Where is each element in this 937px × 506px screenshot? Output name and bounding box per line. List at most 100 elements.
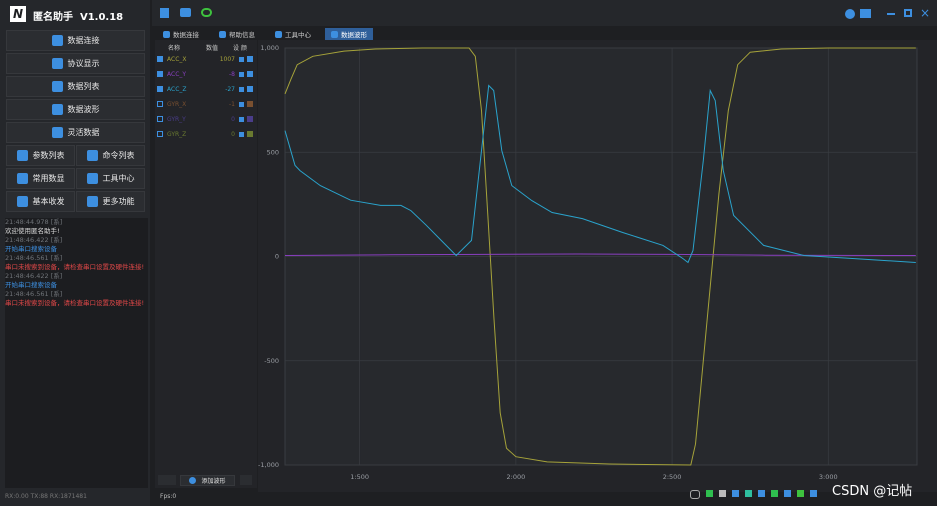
menu-label: 灵活数据 [67, 128, 100, 137]
channel-color[interactable] [247, 131, 253, 137]
menu-button[interactable]: 常用数显 [6, 168, 75, 189]
channel-name: GYR_Z [167, 130, 187, 138]
toolbar-icon[interactable] [201, 8, 212, 17]
toolbar-icon[interactable] [160, 8, 169, 18]
menu-button[interactable]: 数据波形 [6, 99, 145, 120]
add-wave-button[interactable]: 添加波形 [180, 475, 235, 486]
delete-button[interactable] [240, 475, 252, 485]
tool[interactable] [745, 490, 752, 497]
help-icon[interactable] [845, 9, 855, 19]
channel-name: GYR_Y [167, 115, 186, 123]
channel-checkbox[interactable] [157, 101, 163, 107]
menu-icon [16, 196, 28, 207]
screen-icon[interactable] [860, 9, 871, 18]
tab[interactable]: 数据波形 [325, 28, 373, 40]
menu-label: 命令列表 [102, 151, 135, 160]
menu-button[interactable]: 灵活数据 [6, 122, 145, 143]
channel-name: ACC_Y [167, 70, 187, 78]
tab[interactable]: 工具中心 [269, 28, 317, 40]
tab[interactable]: 数据连接 [157, 28, 205, 40]
channel-name: ACC_Z [167, 85, 187, 93]
menu-icon [51, 104, 63, 115]
menu-label: 协议显示 [67, 59, 100, 68]
menu-label: 更多功能 [102, 197, 135, 206]
channel-checkbox[interactable] [157, 86, 163, 92]
x-tick-label: 2:000 [507, 473, 526, 481]
channel-value: 0 [231, 130, 235, 138]
log-line: 欢迎使用匿名助手! [5, 227, 60, 235]
plot-tools [690, 490, 870, 502]
tool[interactable] [758, 490, 765, 497]
channel-setting[interactable] [239, 101, 244, 107]
log-line: 开始串口搜索设备 [5, 245, 57, 253]
channel-row: ACC_Z -27 [157, 84, 257, 94]
channel-row: ACC_Y -8 [157, 69, 257, 79]
tool[interactable] [706, 490, 713, 497]
x-tick-label: 2:500 [663, 473, 682, 481]
channel-setting[interactable] [239, 116, 244, 122]
menu-icon [16, 150, 28, 161]
channel-setting[interactable] [239, 131, 244, 137]
channel-row: GYR_Z 0 [157, 129, 257, 139]
menu-icon [86, 196, 98, 207]
channel-checkbox[interactable] [157, 71, 163, 77]
tool[interactable] [719, 490, 726, 497]
logo: N [10, 6, 26, 22]
menu-button[interactable]: 工具中心 [76, 168, 145, 189]
tool[interactable] [690, 490, 700, 499]
channel-value: -27 [225, 85, 235, 93]
toolbar-icon[interactable] [180, 8, 191, 17]
menu-button[interactable]: 参数列表 [6, 145, 75, 166]
menu-label: 参数列表 [32, 151, 65, 160]
tab[interactable]: 帮助信息 [213, 28, 261, 40]
log-line: 21:48:46.561 [系] [5, 290, 63, 298]
menu-label: 工具中心 [102, 174, 135, 183]
menu-icon [51, 127, 63, 138]
channel-setting[interactable] [239, 71, 244, 77]
tool[interactable] [784, 490, 791, 497]
menu-button[interactable]: 基本收发 [6, 191, 75, 212]
channel-setting[interactable] [239, 86, 244, 92]
tab-icon [275, 30, 282, 38]
menu-button[interactable]: 命令列表 [76, 145, 145, 166]
close[interactable]: × [920, 6, 931, 20]
channel-value: -8 [229, 70, 235, 78]
channel-color[interactable] [247, 116, 253, 122]
eye-button[interactable] [158, 475, 176, 485]
menu-button[interactable]: 数据列表 [6, 76, 145, 97]
maximize[interactable] [904, 9, 912, 17]
channel-row: GYR_Y 0 [157, 114, 257, 124]
menu-icon [51, 58, 63, 69]
channel-checkbox[interactable] [157, 56, 163, 62]
channel-checkbox[interactable] [157, 116, 163, 122]
tab-label: 数据连接 [173, 31, 199, 39]
channel-color[interactable] [247, 71, 253, 77]
tool[interactable] [797, 490, 804, 497]
channel-color[interactable] [247, 101, 253, 107]
menu-icon [16, 173, 28, 184]
menu-label: 基本收发 [32, 197, 65, 206]
menu-button[interactable]: 协议显示 [6, 53, 145, 74]
tab-icon [163, 30, 170, 38]
channel-value: -1 [229, 100, 235, 108]
menu-icon [51, 81, 63, 92]
channel-color[interactable] [247, 86, 253, 92]
channel-color[interactable] [247, 56, 253, 62]
wave-line [284, 253, 916, 256]
menu-icon [86, 173, 98, 184]
log-line: 21:48:46.422 [系] [5, 236, 63, 244]
log-line: 开始串口搜索设备 [5, 281, 57, 289]
tool[interactable] [732, 490, 739, 497]
tool[interactable] [810, 490, 817, 497]
minimize[interactable] [887, 13, 895, 15]
menu-label: 常用数显 [32, 174, 65, 183]
channel-checkbox[interactable] [157, 131, 163, 137]
tool[interactable] [771, 490, 778, 497]
column-header: 名称 [168, 45, 181, 52]
menu-button[interactable]: 更多功能 [76, 191, 145, 212]
tab-icon [219, 30, 226, 38]
channel-setting[interactable] [239, 56, 244, 62]
menu-button[interactable]: 数据连接 [6, 30, 145, 51]
menu-label: 数据连接 [67, 36, 100, 45]
